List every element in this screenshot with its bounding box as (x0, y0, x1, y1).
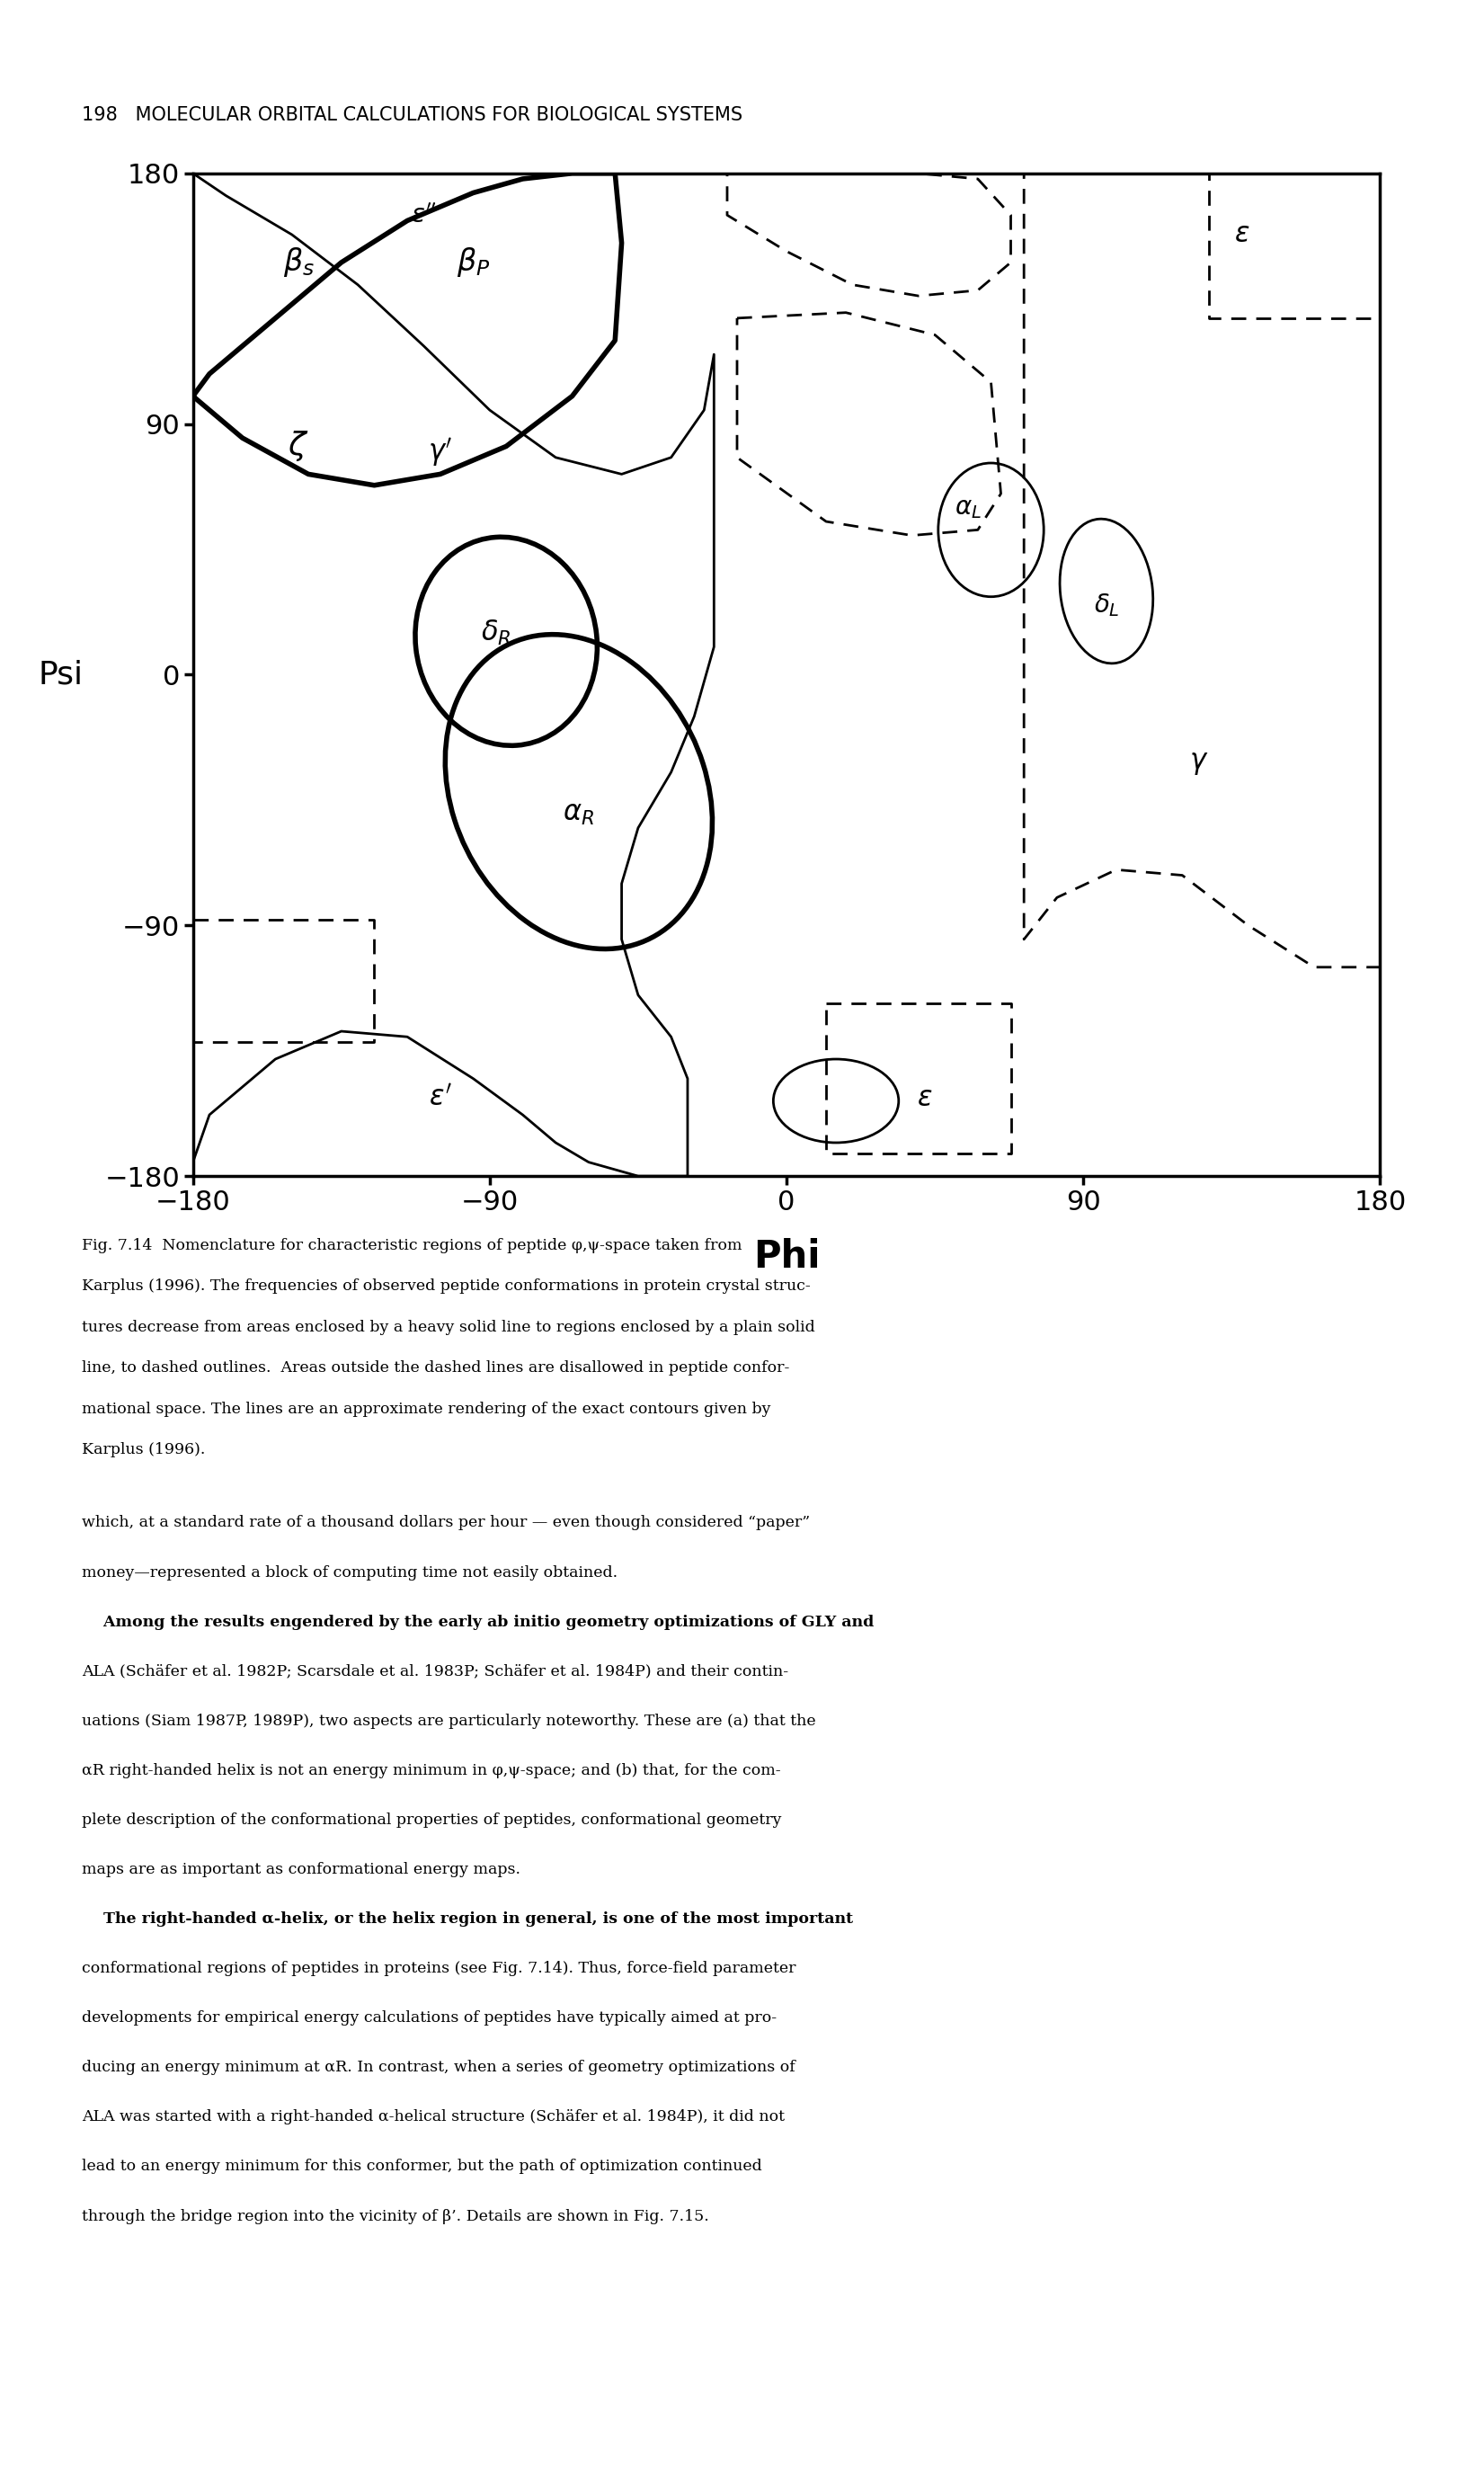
Text: $\gamma$: $\gamma$ (1189, 750, 1208, 777)
Text: ALA (Schäfer et al. 1982P; Scarsdale et al. 1983P; Schäfer et al. 1984P) and the: ALA (Schäfer et al. 1982P; Scarsdale et … (82, 1664, 788, 1679)
Text: $\beta_s$: $\beta_s$ (283, 245, 315, 280)
Text: The right-handed α-helix, or the helix region in general, is one of the most imp: The right-handed α-helix, or the helix r… (82, 1911, 853, 1926)
Text: money—represented a block of computing time not easily obtained.: money—represented a block of computing t… (82, 1565, 617, 1580)
Text: $\varepsilon^{\prime\prime}$: $\varepsilon^{\prime\prime}$ (411, 203, 436, 228)
Text: maps are as important as conformational energy maps.: maps are as important as conformational … (82, 1862, 521, 1877)
Text: $\delta_L$: $\delta_L$ (1094, 592, 1119, 619)
Text: lead to an energy minimum for this conformer, but the path of optimization conti: lead to an energy minimum for this confo… (82, 2159, 761, 2174)
Text: ALA was started with a right-handed α-helical structure (Schäfer et al. 1984P), : ALA was started with a right-handed α-he… (82, 2110, 785, 2124)
Text: through the bridge region into the vicinity of β’. Details are shown in Fig. 7.1: through the bridge region into the vicin… (82, 2209, 709, 2223)
Text: $\beta_P$: $\beta_P$ (457, 245, 490, 280)
Text: uations (Siam 1987P, 1989P), two aspects are particularly noteworthy. These are : uations (Siam 1987P, 1989P), two aspects… (82, 1713, 816, 1728)
Text: $\alpha_R$: $\alpha_R$ (562, 800, 595, 827)
Text: Karplus (1996).: Karplus (1996). (82, 1441, 205, 1458)
Text: ducing an energy minimum at αR. In contrast, when a series of geometry optimizat: ducing an energy minimum at αR. In contr… (82, 2060, 795, 2075)
Text: $\varepsilon$: $\varepsilon$ (1233, 220, 1250, 248)
Text: conformational regions of peptides in proteins (see Fig. 7.14). Thus, force-fiel: conformational regions of peptides in pr… (82, 1961, 795, 1976)
Text: αR right-handed helix is not an energy minimum in φ,ψ-space; and (b) that, for t: αR right-handed helix is not an energy m… (82, 1763, 781, 1778)
Text: $\gamma '$: $\gamma '$ (427, 436, 453, 468)
X-axis label: Phi: Phi (752, 1238, 821, 1275)
Text: developments for empirical energy calculations of peptides have typically aimed : developments for empirical energy calcul… (82, 2011, 776, 2025)
Text: $\varepsilon '$: $\varepsilon '$ (429, 1084, 451, 1112)
Text: tures decrease from areas enclosed by a heavy solid line to regions enclosed by : tures decrease from areas enclosed by a … (82, 1320, 815, 1335)
Text: mational space. The lines are an approximate rendering of the exact contours giv: mational space. The lines are an approxi… (82, 1401, 770, 1416)
Text: 198   MOLECULAR ORBITAL CALCULATIONS FOR BIOLOGICAL SYSTEMS: 198 MOLECULAR ORBITAL CALCULATIONS FOR B… (82, 106, 742, 124)
Text: $\zeta$: $\zeta$ (288, 428, 309, 463)
Text: $\delta_R$: $\delta_R$ (481, 619, 512, 646)
Text: plete description of the conformational properties of peptides, conformational g: plete description of the conformational … (82, 1812, 782, 1827)
Text: line, to dashed outlines.  Areas outside the dashed lines are disallowed in pept: line, to dashed outlines. Areas outside … (82, 1359, 789, 1377)
Text: which, at a standard rate of a thousand dollars per hour — even though considere: which, at a standard rate of a thousand … (82, 1515, 810, 1530)
Text: Fig. 7.14  Nomenclature for characteristic regions of peptide φ,ψ-space taken fr: Fig. 7.14 Nomenclature for characteristi… (82, 1238, 742, 1253)
Y-axis label: Psi: Psi (39, 659, 83, 691)
Text: $\alpha_L$: $\alpha_L$ (954, 495, 981, 520)
Text: Among the results engendered by the early ab initio geometry optimizations of GL: Among the results engendered by the earl… (82, 1614, 874, 1629)
Text: $\varepsilon$: $\varepsilon$ (917, 1084, 933, 1112)
Text: Karplus (1996). The frequencies of observed peptide conformations in protein cry: Karplus (1996). The frequencies of obser… (82, 1278, 810, 1295)
